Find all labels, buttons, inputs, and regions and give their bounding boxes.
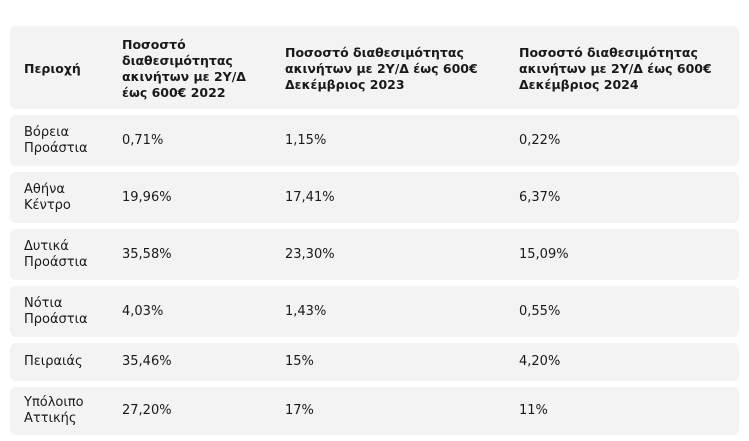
value-2024-cell: 0,55% <box>519 303 561 319</box>
value-2024-cell: 15,09% <box>519 246 569 262</box>
header-2022: Ποσοστό διαθεσιμότητας ακινήτων με 2Υ/Δ … <box>122 36 246 100</box>
region-cell: Υπόλοιπο Αττικής <box>24 395 84 426</box>
value-2022-cell: 35,46% <box>122 354 172 369</box>
value-2024-cell: 11% <box>519 403 548 418</box>
table-header-row: Περιοχή Ποσοστό διαθεσιμότητας ακινήτων … <box>10 26 739 109</box>
region-cell: Πειραιάς <box>24 354 83 369</box>
value-2023-cell: 17% <box>285 403 314 418</box>
value-2024-cell: 0,22% <box>519 132 561 148</box>
table-row: Νότια Προάστια 4,03% 1,43% 0,55% <box>10 286 739 337</box>
region-cell: Αθήνα Κέντρο <box>24 181 71 213</box>
table-row: Πειραιάς 35,46% 15% 4,20% <box>10 343 739 381</box>
table-row: Βόρεια Προάστια 0,71% 1,15% 0,22% <box>10 115 739 166</box>
table-row: Υπόλοιπο Αττικής 27,20% 17% 11% <box>10 387 739 435</box>
value-2023-cell: 17,41% <box>285 189 335 205</box>
region-cell: Βόρεια Προάστια <box>24 124 88 156</box>
region-cell: Νότια Προάστια <box>24 295 88 327</box>
value-2023-cell: 23,30% <box>285 246 335 262</box>
value-2023-cell: 1,15% <box>285 132 327 148</box>
value-2024-cell: 6,37% <box>519 189 561 205</box>
header-region: Περιοχή <box>24 60 81 76</box>
value-2022-cell: 27,20% <box>122 403 172 418</box>
value-2023-cell: 1,43% <box>285 303 327 319</box>
table-row: Αθήνα Κέντρο 19,96% 17,41% 6,37% <box>10 172 739 223</box>
value-2022-cell: 19,96% <box>122 189 172 205</box>
value-2024-cell: 4,20% <box>519 354 561 369</box>
header-dec-2024: Ποσοστό διαθεσιμότητας ακινήτων με 2Υ/Δ … <box>519 44 712 92</box>
region-cell: Δυτικά Προάστια <box>24 238 88 270</box>
table-row: Δυτικά Προάστια 35,58% 23,30% 15,09% <box>10 229 739 280</box>
header-dec-2023: Ποσοστό διαθεσιμότητας ακινήτων με 2Υ/Δ … <box>285 44 478 92</box>
value-2022-cell: 4,03% <box>122 303 164 319</box>
availability-table: Περιοχή Ποσοστό διαθεσιμότητας ακινήτων … <box>10 26 739 441</box>
value-2022-cell: 0,71% <box>122 132 164 148</box>
value-2023-cell: 15% <box>285 354 314 369</box>
value-2022-cell: 35,58% <box>122 246 172 262</box>
